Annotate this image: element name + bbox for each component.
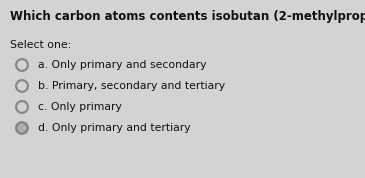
Text: a. Only primary and secondary: a. Only primary and secondary — [38, 60, 207, 70]
Circle shape — [15, 58, 29, 72]
Text: Select one:: Select one: — [10, 40, 71, 50]
Text: b. Primary, secondary and tertiary: b. Primary, secondary and tertiary — [38, 81, 225, 91]
Circle shape — [17, 81, 27, 91]
Circle shape — [15, 79, 29, 93]
Text: d. Only primary and tertiary: d. Only primary and tertiary — [38, 123, 191, 133]
Circle shape — [15, 100, 29, 114]
Text: c. Only primary: c. Only primary — [38, 102, 122, 112]
Circle shape — [18, 124, 26, 132]
Circle shape — [17, 102, 27, 112]
Circle shape — [17, 60, 27, 70]
Circle shape — [15, 121, 29, 135]
Text: Which carbon atoms contents isobutan (2-methylpropane)?: Which carbon atoms contents isobutan (2-… — [10, 10, 365, 23]
